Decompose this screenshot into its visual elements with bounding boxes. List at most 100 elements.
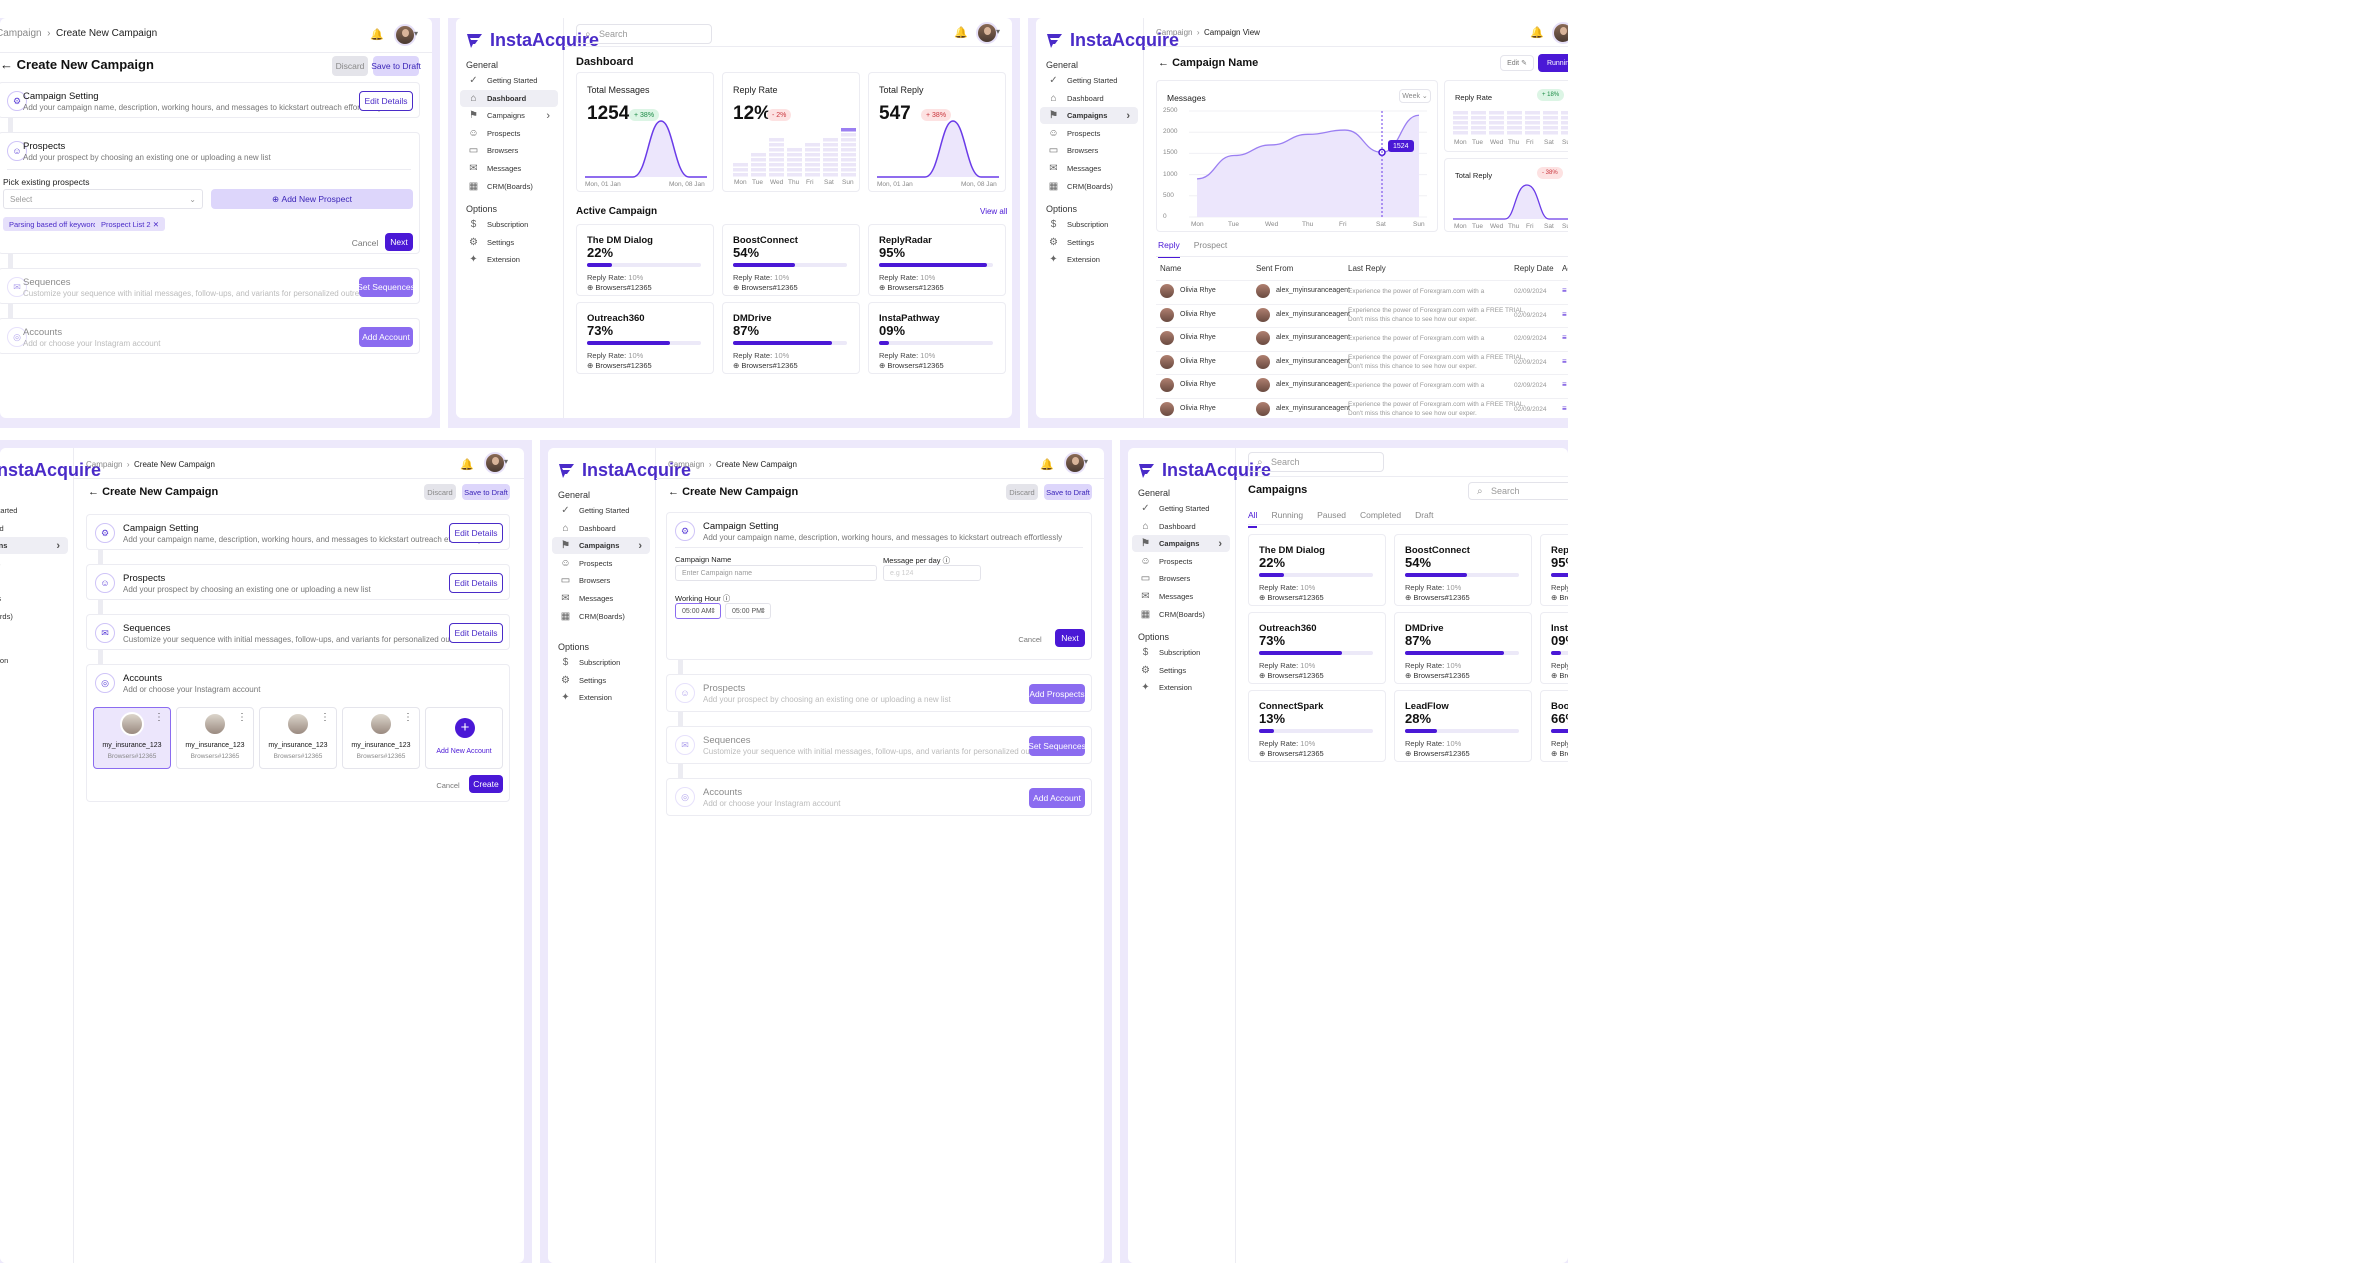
sidebar-item-messages[interactable]: ✉Messages xyxy=(1132,588,1230,605)
account-card[interactable]: my_insurance_123 Browsers#12365 ⋮ xyxy=(93,707,171,769)
sidebar-item-settings[interactable]: ⚙Settings xyxy=(0,670,68,687)
campaign-card[interactable]: BoostConnect 54% Reply Rate: 10% ⊕ Browsers… xyxy=(722,224,860,296)
chevron-down-icon[interactable]: ▾ xyxy=(414,29,419,38)
edit-details-button[interactable]: Edit Details xyxy=(449,573,503,593)
chevron-down-icon[interactable]: ▾ xyxy=(996,27,1001,36)
sidebar-item-settings[interactable]: ⚙Settings xyxy=(1040,234,1138,251)
sidebar-item-messages[interactable]: ✉Messages xyxy=(0,590,68,607)
add-new-prospect-button[interactable]: ⊕ Add New Prospect xyxy=(211,189,413,209)
sidebar-item-prospects[interactable]: ☺ Prospects xyxy=(1040,125,1138,142)
sidebar-item-browsers[interactable]: ▭ Browsers xyxy=(552,572,650,589)
discard-button[interactable]: Discard xyxy=(424,484,456,500)
next-button[interactable]: Next xyxy=(385,233,413,251)
campaign-card[interactable]: DMDrive 87% Reply Rate: 10% ⊕ Browsers#1236… xyxy=(1394,612,1532,684)
sidebar-item-subscription[interactable]: $ Subscription xyxy=(552,654,650,671)
tab-completed[interactable]: Completed xyxy=(1359,510,1402,520)
start-time-input[interactable]: 05:00 AM ⇕ xyxy=(675,603,721,619)
create-button[interactable]: Create xyxy=(469,775,503,793)
column-header[interactable]: Last Reply xyxy=(1348,264,1386,273)
row-action-icon[interactable]: ≡ xyxy=(1562,333,1567,342)
breadcrumb[interactable]: Campaign › Create New Campaign xyxy=(86,460,215,469)
prospect-select[interactable]: Select ⌄ xyxy=(3,189,203,209)
account-card[interactable]: my_insurance_123 Browsers#12365 ⋮ xyxy=(259,707,337,769)
row-action-icon[interactable]: ≡ xyxy=(1562,380,1567,389)
cancel-button[interactable]: Cancel xyxy=(1015,631,1045,647)
campaign-card[interactable]: Outreach360 73% Reply Rate: 10% ⊕ Browsers#… xyxy=(1248,612,1386,684)
sidebar-item-campaigns[interactable]: ⚑ Campaigns › xyxy=(460,107,558,124)
table-row[interactable] xyxy=(1156,350,1568,374)
sidebar-item-getting-started[interactable]: ✓ Getting Started xyxy=(460,72,558,89)
search-input[interactable]: Search xyxy=(1248,452,1384,472)
more-icon[interactable]: ⋮ xyxy=(154,712,164,723)
breadcrumb[interactable]: Campaign › Campaign View xyxy=(1156,28,1260,37)
edit-details-button[interactable]: Edit Details xyxy=(449,623,503,643)
campaign-card[interactable]: The DM Dialog 22% Reply Rate: 10% ⊕ Browser… xyxy=(576,224,714,296)
sidebar-item-campaigns[interactable]: ⚑ Campaigns › xyxy=(1040,107,1138,125)
avatar[interactable] xyxy=(1552,22,1568,44)
add-account-button[interactable]: Add Account xyxy=(359,327,413,347)
sidebar-item-settings[interactable]: ⚙Settings xyxy=(552,672,650,689)
campaign-card[interactable]: BoostConnect66% Reply Rate: 10%⊕ Browsers… xyxy=(1540,690,1568,762)
tab-prospect[interactable]: Prospect xyxy=(1193,240,1228,250)
sidebar-item-dashboard[interactable]: ⌂Dashboard xyxy=(460,89,558,107)
campaign-card[interactable]: BoostConnect 54% Reply Rate: 10% ⊕ Browsers… xyxy=(1394,534,1532,606)
column-header[interactable]: Sent From xyxy=(1256,264,1294,273)
column-header[interactable]: Name xyxy=(1160,264,1182,273)
set-sequences-button[interactable]: Set Sequences xyxy=(357,277,415,297)
sidebar-item-crm-boards-[interactable]: ▦CRM(Boards) xyxy=(1040,178,1138,195)
message-per-day-input[interactable]: e.g 124 xyxy=(883,565,981,581)
column-header[interactable]: Act xyxy=(1562,264,1568,273)
campaign-card[interactable]: ConnectSpark 13% Reply Rate: 10% ⊕ Browsers… xyxy=(1248,690,1386,762)
sidebar-item-extension[interactable]: ✦ Extension xyxy=(460,251,558,268)
sidebar-item-dashboard[interactable]: ⌂Dashboard xyxy=(0,520,68,537)
sidebar-item-subscription[interactable]: $ Subscription xyxy=(1040,216,1138,233)
sidebar-item-extension[interactable]: ✦ Extension xyxy=(1132,679,1230,696)
sidebar-item-subscription[interactable]: $ Subscription xyxy=(1132,644,1230,661)
sidebar-item-campaigns[interactable]: ⚑ Campaigns › xyxy=(1132,535,1230,553)
table-row[interactable] xyxy=(1156,397,1568,419)
account-card[interactable]: my_insurance_123 Browsers#12365 ⋮ xyxy=(342,707,420,769)
table-row[interactable] xyxy=(1156,303,1568,327)
next-button[interactable]: Next xyxy=(1055,629,1085,647)
end-time-input[interactable]: 05:00 PM ⇕ xyxy=(725,603,771,619)
tab-paused[interactable]: Paused xyxy=(1317,510,1346,520)
campaign-search-input[interactable]: Search xyxy=(1468,482,1568,500)
sidebar-item-crm-boards-[interactable]: ▦CRM(Boards) xyxy=(460,178,558,195)
avatar[interactable] xyxy=(484,452,506,474)
sidebar-item-crm-boards-[interactable]: ▦CRM(Boards) xyxy=(0,608,68,625)
more-icon[interactable]: ⋮ xyxy=(320,712,330,723)
table-row[interactable] xyxy=(1156,327,1568,350)
cancel-button[interactable]: Cancel xyxy=(349,235,381,251)
sidebar-item-messages[interactable]: ✉Messages xyxy=(1040,160,1138,177)
sidebar-item-getting-started[interactable]: ✓ Getting Started xyxy=(1040,72,1138,89)
sidebar-item-browsers[interactable]: ▭ Browsers xyxy=(1132,570,1230,587)
bell-icon[interactable]: 🔔 xyxy=(1040,459,1054,471)
sidebar-item-messages[interactable]: ✉Messages xyxy=(552,590,650,607)
sidebar-item-settings[interactable]: ⚙Settings xyxy=(460,234,558,251)
sidebar-item-dashboard[interactable]: ⌂Dashboard xyxy=(1040,90,1138,107)
breadcrumb[interactable]: Campaign › Create New Campaign xyxy=(0,28,158,39)
sidebar-item-prospects[interactable]: ☺ Prospects xyxy=(552,555,650,572)
sidebar-item-campaigns[interactable]: ⚑ Campaigns › xyxy=(552,537,650,555)
breadcrumb[interactable]: Campaign › Create New Campaign xyxy=(668,460,797,469)
prospect-chip[interactable]: Prospect List 2 ✕ xyxy=(95,217,165,231)
sidebar-item-prospects[interactable]: ☺ Prospects xyxy=(460,125,558,142)
sidebar-item-settings[interactable]: ⚙Settings xyxy=(1132,662,1230,679)
row-action-icon[interactable]: ≡ xyxy=(1562,356,1567,366)
sidebar-item-dashboard[interactable]: ⌂Dashboard xyxy=(552,520,650,537)
view-all-link[interactable]: View all xyxy=(980,207,1008,216)
tab-all[interactable]: All xyxy=(1248,510,1258,528)
edit-details-button[interactable]: Edit Details xyxy=(449,523,503,543)
bell-icon[interactable]: 🔔 xyxy=(1530,27,1544,39)
row-action-icon[interactable]: ≡ xyxy=(1562,286,1567,295)
row-action-icon[interactable]: ≡ xyxy=(1562,403,1567,413)
bell-icon[interactable]: 🔔 xyxy=(370,29,384,41)
save-draft-button[interactable]: Save to Draft xyxy=(462,484,510,500)
tab-running[interactable]: Running xyxy=(1271,510,1304,520)
add-new-account-card[interactable]: + Add New Account xyxy=(425,707,503,769)
avatar[interactable] xyxy=(976,22,998,44)
sidebar-item-getting-started[interactable]: ✓ Getting Started xyxy=(1132,500,1230,517)
